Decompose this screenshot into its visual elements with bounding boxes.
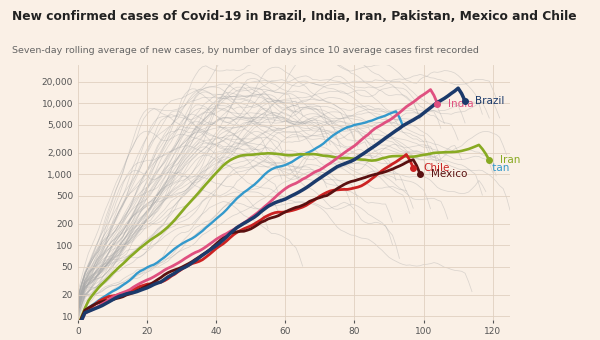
Text: tan: tan [489, 149, 509, 159]
Text: Mexico: Mexico [431, 172, 467, 182]
Text: Iran: Iran [500, 155, 520, 165]
Text: India: India [448, 125, 473, 135]
Text: Brazil: Brazil [475, 104, 505, 114]
Text: New confirmed cases of Covid-19 in Brazil, India, Iran, Pakistan, Mexico and Chi: New confirmed cases of Covid-19 in Brazi… [12, 10, 577, 23]
Text: Seven-day rolling average of new cases, by number of days since 10 average cases: Seven-day rolling average of new cases, … [12, 46, 479, 55]
Text: Chile: Chile [424, 149, 450, 159]
